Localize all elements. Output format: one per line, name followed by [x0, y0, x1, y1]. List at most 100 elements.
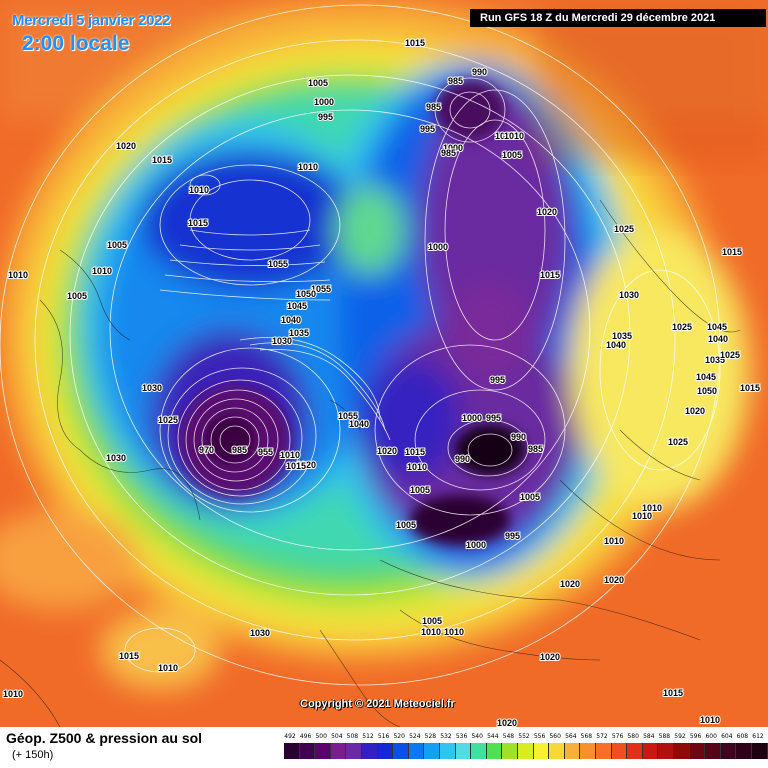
pressure-label: 1020: [540, 652, 560, 662]
pressure-label: 985: [441, 148, 456, 158]
legend-label: 512: [362, 733, 374, 740]
legend-label: 504: [331, 733, 343, 740]
pressure-label: 1030: [106, 453, 126, 463]
pressure-label: 1040: [606, 340, 626, 350]
legend-label: 584: [643, 733, 655, 740]
legend-swatch: [346, 743, 362, 759]
legend-label: 612: [752, 733, 764, 740]
legend-label: 508: [346, 733, 359, 740]
pressure-label: 1015: [722, 247, 742, 257]
pressure-label: 1045: [696, 372, 716, 382]
legend-label: 568: [580, 733, 593, 740]
legend-swatch: [705, 743, 721, 759]
pressure-label: 1015: [663, 688, 683, 698]
pressure-label: 1040: [708, 334, 728, 344]
legend-swatch: [315, 743, 331, 759]
pressure-label: 990: [472, 67, 487, 77]
legend-swatch: [533, 743, 550, 759]
pressure-label: 1035: [705, 355, 725, 365]
low-pressure-cores: [180, 80, 525, 545]
coastlines: [0, 199, 741, 727]
pressure-label: 1040: [281, 315, 301, 325]
pressure-label: 1050: [697, 386, 717, 396]
pressure-label: 1010: [632, 511, 652, 521]
pressure-label: 1010: [92, 266, 112, 276]
legend-swatch: [362, 743, 378, 759]
pressure-label: 1005: [495, 131, 515, 141]
pressure-label: 1030: [272, 336, 292, 346]
legend-label: 516: [377, 733, 390, 740]
pressure-label: 1010: [604, 536, 624, 546]
pressure-label: 1010: [504, 131, 524, 141]
legend-label: 588: [658, 733, 671, 740]
pressure-label: 955: [258, 447, 273, 457]
legend-label: 596: [689, 733, 702, 740]
copyright: Copyright © 2021 Meteociel.fr: [300, 698, 455, 710]
legend-label: 608: [736, 733, 749, 740]
pressure-label: 1055: [311, 284, 331, 294]
model-run-label: Run GFS 18 Z du Mercredi 29 décembre 202…: [470, 9, 766, 27]
legend-label: 564: [565, 733, 577, 740]
legend-swatch: [752, 743, 768, 759]
pressure-label: 1025: [158, 415, 178, 425]
legend-swatch: [689, 743, 706, 759]
pressure-label: 990: [511, 432, 526, 442]
pressure-label: 1000: [314, 97, 334, 107]
pressure-label: 985: [528, 444, 543, 454]
pressure-label: 1000: [462, 413, 482, 423]
pressure-label: 1015: [119, 651, 139, 661]
legend-swatch: [549, 743, 565, 759]
legend-label: 496: [299, 733, 312, 740]
legend-label: 544: [487, 733, 499, 740]
pressure-label: 1005: [107, 240, 127, 250]
pressure-label: 970: [199, 445, 214, 455]
legend-label: 540: [471, 733, 483, 740]
legend-swatch: [580, 743, 596, 759]
legend-swatch: [658, 743, 674, 759]
pressure-label: 1055: [338, 411, 358, 421]
pressure-label: 1030: [142, 383, 162, 393]
pressure-label: 990: [455, 454, 470, 464]
pressure-label: 1015: [405, 38, 425, 48]
pressure-label: 1020: [116, 141, 136, 151]
legend-swatch: [330, 743, 347, 759]
legend-swatch: [736, 743, 752, 759]
pressure-label: 1015: [152, 155, 172, 165]
pressure-label: 1010: [8, 270, 28, 280]
pressure-label: 1020: [685, 406, 705, 416]
legend-label: 548: [502, 733, 515, 740]
pressure-label: 1045: [707, 322, 727, 332]
forecast-date: Mercredi 5 janvier 2022: [12, 12, 171, 29]
legend-label: 492: [284, 733, 296, 740]
legend-label: 580: [627, 733, 639, 740]
pressure-label: 1010: [642, 503, 662, 513]
pressure-label: 1015: [286, 461, 306, 471]
pressure-label: 1025: [672, 322, 692, 332]
pressure-label: 995: [420, 124, 435, 134]
legend-swatch: [440, 743, 456, 759]
legend-swatch: [471, 743, 487, 759]
pressure-label: 985: [232, 445, 247, 455]
legend-label: 536: [455, 733, 468, 740]
legend-label: 500: [315, 733, 327, 740]
pressure-label: 1010: [280, 450, 300, 460]
legend-swatch: [408, 743, 425, 759]
pressure-label: 1025: [614, 224, 634, 234]
pressure-label: 995: [490, 375, 505, 385]
legend-swatch: [611, 743, 628, 759]
pressure-labels: 1015100510009959859909859951005100010201…: [2, 37, 761, 727]
legend-label: 576: [611, 733, 624, 740]
pressure-label: 1010: [158, 663, 178, 673]
pressure-label: 1010: [407, 462, 427, 472]
legend-label: 600: [705, 733, 717, 740]
pressure-label: 1005: [396, 520, 416, 530]
legend-label: 592: [674, 733, 686, 740]
pressure-label: 995: [505, 531, 520, 541]
pressure-label: 1010: [3, 689, 23, 699]
pressure-label: 1015: [188, 218, 208, 228]
pressure-label: 1025: [720, 350, 740, 360]
pressure-label: 1045: [287, 301, 307, 311]
legend-swatch: [674, 743, 690, 759]
legend-swatch: [393, 743, 409, 759]
